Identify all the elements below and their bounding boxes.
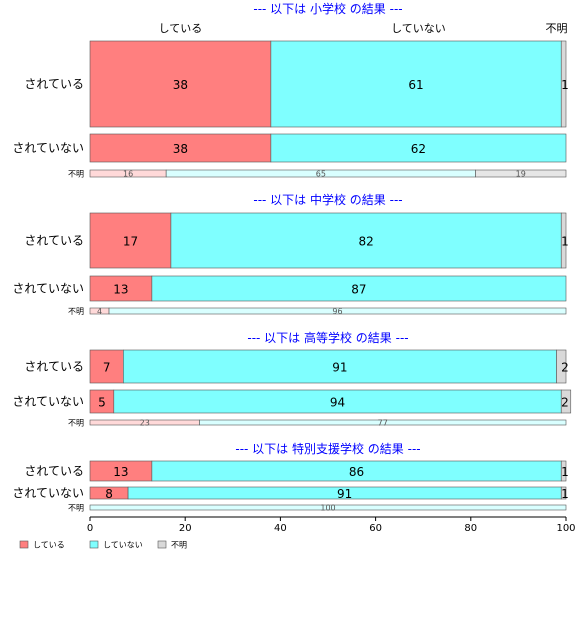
bar-segment xyxy=(170,212,562,269)
row-label: されていない xyxy=(12,395,84,409)
legend-label: 不明 xyxy=(171,541,187,550)
data-label: 91 xyxy=(337,487,352,501)
data-label: 62 xyxy=(411,142,426,156)
data-label: 19 xyxy=(516,170,526,179)
data-label: 86 xyxy=(349,465,364,479)
data-label: 4 xyxy=(97,307,102,316)
x-tick-label: 40 xyxy=(274,523,287,534)
column-header: していない xyxy=(391,22,446,35)
x-tick-label: 20 xyxy=(179,523,192,534)
bar-segment xyxy=(560,460,567,482)
panel-heading: --- 以下は 特別支援学校 の結果 --- xyxy=(235,441,420,456)
data-label: 23 xyxy=(140,419,150,428)
x-tick-label: 80 xyxy=(464,523,477,534)
legend-label: していない xyxy=(103,541,143,550)
bar-segment xyxy=(270,40,562,128)
bar-segment xyxy=(123,349,557,384)
data-label: 8 xyxy=(105,487,113,501)
data-label: 77 xyxy=(378,419,388,428)
bar-segment xyxy=(475,169,567,178)
bar-segment xyxy=(89,40,272,128)
legend-swatch xyxy=(19,540,29,549)
bar-segment xyxy=(560,40,567,128)
bar-segment xyxy=(560,486,567,500)
panel-heading: --- 以下は 小学校 の結果 --- xyxy=(253,1,402,16)
panel-heading: --- 以下は 中学校 の結果 --- xyxy=(253,192,402,207)
row-label: されていない xyxy=(12,282,84,296)
bar-segment xyxy=(89,504,567,511)
data-label: 13 xyxy=(113,283,128,297)
data-label: 7 xyxy=(103,361,111,375)
data-label: 94 xyxy=(330,396,345,410)
column-header: 不明 xyxy=(545,22,567,35)
bar-segment xyxy=(89,212,172,269)
data-label: 2 xyxy=(561,396,569,410)
legend-swatch xyxy=(89,540,99,549)
row-label: 不明 xyxy=(68,307,84,316)
x-tick-label: 100 xyxy=(556,523,575,534)
data-label: 16 xyxy=(123,170,133,179)
row-label: されていない xyxy=(12,486,84,500)
bar-segment xyxy=(151,275,567,302)
data-label: 1 xyxy=(561,465,569,479)
data-label: 96 xyxy=(332,307,342,316)
data-label: 1 xyxy=(561,487,569,501)
data-label: 65 xyxy=(316,170,326,179)
legend-swatch xyxy=(157,540,167,549)
row-label: されている xyxy=(24,464,84,478)
bar-segment xyxy=(199,419,567,426)
row-label: 不明 xyxy=(68,170,84,179)
data-label: 1 xyxy=(561,235,569,249)
row-label: されていない xyxy=(12,141,84,155)
data-label: 91 xyxy=(332,361,347,375)
bar-segment xyxy=(556,349,567,384)
bar-segment xyxy=(89,349,124,384)
data-label: 87 xyxy=(351,283,366,297)
data-label: 38 xyxy=(173,78,188,92)
data-label: 17 xyxy=(123,235,138,249)
data-label: 2 xyxy=(561,361,569,375)
data-label: 61 xyxy=(408,78,423,92)
panel-heading: --- 以下は 高等学校 の結果 --- xyxy=(247,330,408,345)
legend-label: している xyxy=(33,541,65,550)
column-header: している xyxy=(159,22,203,35)
data-label: 13 xyxy=(113,465,128,479)
x-tick-label: 0 xyxy=(87,523,93,534)
bar-segment xyxy=(560,389,572,414)
data-label: 82 xyxy=(358,235,373,249)
bar-segment xyxy=(270,133,567,163)
bar-segment xyxy=(108,307,567,315)
row-label: されている xyxy=(24,77,84,91)
row-label: 不明 xyxy=(68,504,84,513)
data-label: 5 xyxy=(98,396,106,410)
row-label: されている xyxy=(24,234,84,248)
data-label: 1 xyxy=(561,78,569,92)
row-label: 不明 xyxy=(68,419,84,428)
data-label: 100 xyxy=(320,504,335,513)
data-label: 38 xyxy=(173,142,188,156)
row-label: されている xyxy=(24,360,84,374)
x-tick-label: 60 xyxy=(369,523,382,534)
bar-segment xyxy=(560,212,567,269)
